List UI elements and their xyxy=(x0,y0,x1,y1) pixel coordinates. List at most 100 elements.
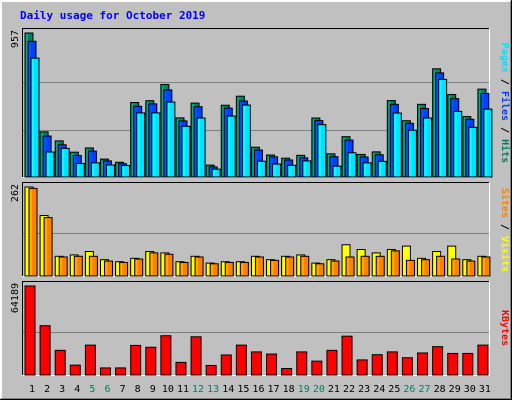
bar-highlight xyxy=(237,97,240,176)
bar-highlight xyxy=(373,152,376,176)
bar-pages-day-20 xyxy=(317,124,327,178)
bar-highlight xyxy=(182,127,185,176)
bar-highlight xyxy=(297,255,300,275)
bar-kbytes-day-13 xyxy=(205,364,217,376)
bar-fill xyxy=(134,258,144,277)
bar-highlight xyxy=(409,131,412,176)
bar-highlight xyxy=(282,369,285,374)
bar-pages-day-4 xyxy=(75,162,85,178)
bar-fill xyxy=(99,367,111,376)
bar-highlight xyxy=(373,253,376,275)
bar-highlight xyxy=(29,42,31,176)
bar-highlight xyxy=(331,262,334,275)
bar-fill xyxy=(151,112,161,178)
bar-highlight xyxy=(403,121,406,176)
chart-panels: 957 Pages / Files / Hits 262 Sites / Visits… xyxy=(10,28,511,376)
bar-highlight xyxy=(297,156,300,176)
bar-kbytes-day-20 xyxy=(311,360,323,376)
bar-fill xyxy=(270,259,280,277)
bar-pages-day-9 xyxy=(151,112,161,178)
legend-panel-2: Sites / Visits xyxy=(499,188,511,272)
bar-highlight xyxy=(418,259,421,275)
bar-kbytes-day-27 xyxy=(417,352,429,376)
bar-highlight xyxy=(228,117,231,176)
bar-highlight xyxy=(32,59,34,176)
bar-pages-day-30 xyxy=(468,126,478,178)
x-tick-label: 23 xyxy=(358,384,370,395)
bar-highlight xyxy=(131,346,134,374)
bar-highlight xyxy=(318,125,321,176)
bar-highlight xyxy=(316,264,319,275)
bar-highlight xyxy=(478,257,481,275)
bar-highlight xyxy=(210,167,213,176)
bar-fill xyxy=(75,162,85,178)
bar-kbytes-day-17 xyxy=(266,353,278,376)
bar-sites-day-17 xyxy=(270,259,280,277)
bar-highlight xyxy=(222,355,225,374)
bar-highlight xyxy=(26,34,28,176)
bar-highlight xyxy=(362,257,365,275)
bar-highlight xyxy=(252,352,255,374)
bar-highlight xyxy=(89,152,92,176)
bar-highlight xyxy=(330,157,333,176)
bar-highlight xyxy=(86,346,89,374)
x-tick-label: 27 xyxy=(418,384,430,395)
bar-highlight xyxy=(101,260,104,275)
x-tick-label: 13 xyxy=(207,384,219,395)
legend-separator: / xyxy=(499,218,510,236)
bar-fill xyxy=(332,165,342,178)
bar-highlight xyxy=(255,151,258,176)
bar-highlight xyxy=(207,166,210,176)
bar-fill xyxy=(360,255,370,277)
bar-fill xyxy=(164,253,174,277)
bar-highlight xyxy=(164,90,167,176)
bar-highlight xyxy=(59,145,62,176)
bar-fill xyxy=(24,285,36,376)
bar-fill xyxy=(326,349,338,376)
bar-highlight xyxy=(388,352,391,374)
bar-highlight xyxy=(195,107,198,176)
bar-highlight xyxy=(403,247,406,275)
bar-sites-day-2 xyxy=(43,217,53,277)
bar-pages-day-19 xyxy=(302,160,312,178)
bar-fill xyxy=(315,263,325,277)
bar-fill xyxy=(149,252,159,277)
bar-sites-day-11 xyxy=(179,261,189,277)
bar-highlight xyxy=(343,137,346,176)
bar-highlight xyxy=(167,103,170,176)
bar-highlight xyxy=(161,85,164,176)
bar-highlight xyxy=(237,262,240,275)
bar-highlight xyxy=(226,263,229,275)
bar-highlight xyxy=(211,264,214,275)
bar-highlight xyxy=(377,257,380,275)
bar-highlight xyxy=(135,260,138,275)
bar-highlight xyxy=(315,121,318,176)
bar-kbytes-day-10 xyxy=(160,335,172,376)
bar-highlight xyxy=(41,216,44,275)
bar-fill xyxy=(254,256,264,277)
bar-fill xyxy=(375,255,385,277)
bar-highlight xyxy=(225,109,228,176)
bar-highlight xyxy=(192,337,195,374)
bar-highlight xyxy=(176,118,179,176)
bar-fill xyxy=(241,104,251,178)
bar-highlight xyxy=(44,137,47,176)
bar-highlight xyxy=(258,162,261,176)
bar-fill xyxy=(356,359,368,376)
bar-fill xyxy=(341,335,353,376)
bar-highlight xyxy=(418,105,421,176)
bar-pages-day-15 xyxy=(241,104,251,178)
bar-highlight xyxy=(286,257,289,275)
bar-highlight xyxy=(240,102,243,176)
bar-fill xyxy=(285,256,295,277)
bar-pages-day-11 xyxy=(181,125,191,178)
bar-highlight xyxy=(104,161,107,176)
bar-highlight xyxy=(30,189,32,275)
bar-highlight xyxy=(213,170,216,176)
bar-sites-day-8 xyxy=(134,258,144,277)
bar-fill xyxy=(45,151,55,178)
x-tick-label: 11 xyxy=(177,384,189,395)
bar-sites-day-5 xyxy=(88,255,98,277)
bar-highlight xyxy=(146,101,149,176)
y-axis-max-label: 957 xyxy=(10,30,21,48)
